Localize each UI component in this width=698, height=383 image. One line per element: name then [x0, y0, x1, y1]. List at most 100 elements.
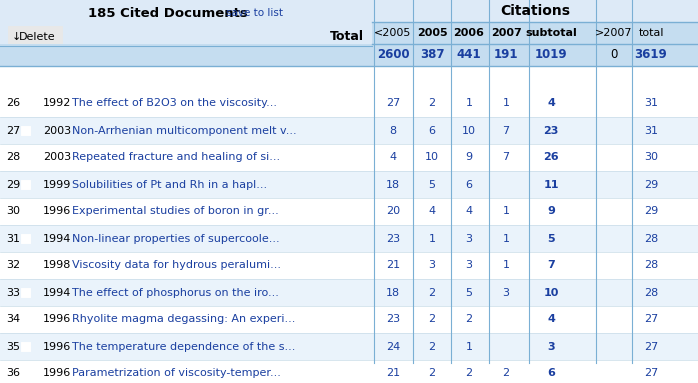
- Text: 3: 3: [466, 234, 473, 244]
- Bar: [21, 342, 30, 351]
- Text: 2: 2: [429, 342, 436, 352]
- Bar: [0, 252, 698, 279]
- Text: 27: 27: [644, 368, 658, 378]
- Text: 34: 34: [6, 314, 20, 324]
- Text: 3: 3: [547, 342, 555, 352]
- Text: 5: 5: [429, 180, 436, 190]
- Text: 11: 11: [543, 180, 559, 190]
- Text: 28: 28: [644, 234, 658, 244]
- Text: 27: 27: [644, 314, 658, 324]
- Text: 23: 23: [386, 314, 400, 324]
- Text: 1: 1: [503, 98, 510, 108]
- Text: 4: 4: [389, 152, 396, 162]
- Text: 18: 18: [386, 288, 400, 298]
- Text: 31: 31: [644, 126, 658, 136]
- Text: save to list: save to list: [225, 8, 283, 18]
- Text: 1998: 1998: [43, 260, 71, 270]
- Text: 3: 3: [429, 260, 436, 270]
- Text: 2003: 2003: [43, 126, 71, 136]
- Text: >2007: >2007: [595, 28, 633, 38]
- Text: 7: 7: [547, 260, 555, 270]
- Text: 27: 27: [644, 342, 658, 352]
- Text: 18: 18: [386, 180, 400, 190]
- Text: 2: 2: [503, 368, 510, 378]
- Text: 5: 5: [466, 288, 473, 298]
- Text: 441: 441: [456, 49, 482, 62]
- Text: 27: 27: [6, 126, 20, 136]
- Text: Delete: Delete: [19, 31, 55, 41]
- Text: 26: 26: [6, 98, 20, 108]
- Bar: [21, 261, 30, 270]
- Text: 5: 5: [547, 234, 555, 244]
- Text: 3619: 3619: [634, 49, 667, 62]
- Text: 2: 2: [429, 368, 436, 378]
- Text: Experimental studies of boron in gr...: Experimental studies of boron in gr...: [72, 206, 279, 216]
- Text: 3: 3: [503, 288, 510, 298]
- Text: The effect of phosphorus on the iro...: The effect of phosphorus on the iro...: [72, 288, 279, 298]
- Text: The temperature dependence of the s...: The temperature dependence of the s...: [72, 342, 295, 352]
- Bar: [21, 207, 30, 216]
- Text: 387: 387: [419, 49, 444, 62]
- Bar: [0, 117, 698, 144]
- Text: 1: 1: [429, 234, 436, 244]
- Text: 23: 23: [386, 234, 400, 244]
- Text: 185 Cited Documents: 185 Cited Documents: [88, 7, 248, 20]
- Text: subtotal: subtotal: [525, 28, 577, 38]
- Bar: [21, 126, 30, 135]
- Text: 33: 33: [6, 288, 20, 298]
- Text: 2005: 2005: [417, 28, 447, 38]
- Text: 7: 7: [503, 126, 510, 136]
- Text: Non-Arrhenian multicomponent melt v...: Non-Arrhenian multicomponent melt v...: [72, 126, 297, 136]
- Text: Solubilities of Pt and Rh in a hapl...: Solubilities of Pt and Rh in a hapl...: [72, 180, 267, 190]
- Text: 2007: 2007: [491, 28, 521, 38]
- Text: 1996: 1996: [43, 206, 71, 216]
- Text: 3: 3: [466, 260, 473, 270]
- Bar: [0, 90, 698, 117]
- Text: 6: 6: [429, 126, 436, 136]
- Text: The effect of B2O3 on the viscosity...: The effect of B2O3 on the viscosity...: [72, 98, 277, 108]
- Text: 1996: 1996: [43, 342, 71, 352]
- Bar: [0, 0, 372, 383]
- Text: 2: 2: [429, 288, 436, 298]
- Text: 2: 2: [429, 314, 436, 324]
- Text: 6: 6: [466, 180, 473, 190]
- Text: 1996: 1996: [43, 314, 71, 324]
- Text: 2600: 2600: [377, 49, 409, 62]
- Text: 26: 26: [543, 152, 559, 162]
- Text: 1: 1: [466, 98, 473, 108]
- Bar: [0, 333, 698, 360]
- Text: 32: 32: [6, 260, 20, 270]
- Text: 2003: 2003: [43, 152, 71, 162]
- Bar: [372, 0, 698, 383]
- Text: 8: 8: [389, 126, 396, 136]
- Bar: [0, 225, 698, 252]
- Text: Non-linear properties of supercoole...: Non-linear properties of supercoole...: [72, 234, 280, 244]
- Text: 1994: 1994: [43, 288, 71, 298]
- Bar: [21, 153, 30, 162]
- Bar: [0, 198, 698, 225]
- Text: 10: 10: [425, 152, 439, 162]
- Text: 29: 29: [644, 206, 658, 216]
- Bar: [0, 171, 698, 198]
- Bar: [21, 288, 30, 297]
- Bar: [8, 26, 62, 43]
- Text: 31: 31: [644, 98, 658, 108]
- Text: 1: 1: [503, 206, 510, 216]
- Text: 1: 1: [466, 342, 473, 352]
- Text: 4: 4: [429, 206, 436, 216]
- Bar: [21, 180, 30, 189]
- Text: 2006: 2006: [454, 28, 484, 38]
- Text: 23: 23: [543, 126, 558, 136]
- Bar: [0, 144, 698, 171]
- Bar: [21, 234, 30, 243]
- Text: Total: Total: [330, 30, 364, 43]
- Bar: [372, 22, 698, 44]
- Text: total: total: [638, 28, 664, 38]
- Text: 27: 27: [386, 98, 400, 108]
- Text: 1: 1: [503, 260, 510, 270]
- Text: 0: 0: [610, 49, 618, 62]
- Bar: [0, 279, 698, 306]
- Bar: [0, 0, 372, 46]
- Text: 35: 35: [6, 342, 20, 352]
- Text: 1: 1: [503, 234, 510, 244]
